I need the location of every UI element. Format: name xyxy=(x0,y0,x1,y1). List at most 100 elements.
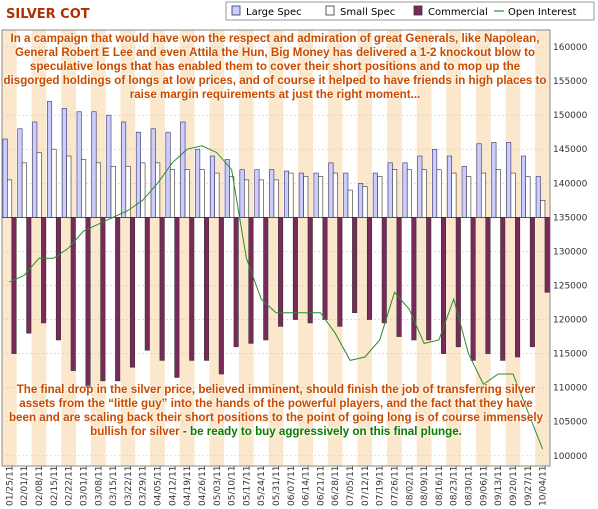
small-spec-bar xyxy=(155,162,161,218)
background-band xyxy=(342,30,358,466)
x-axis-tick-labels: 01/25/11 02/01/11 02/08/11 02/15/11 02/22/11… xyxy=(5,466,548,506)
annotation-bottom-highlight: - be ready to buy aggressively on this f… xyxy=(179,425,462,438)
bar-marks xyxy=(2,101,550,388)
large-spec-bar xyxy=(76,111,82,218)
x-tick-label: 08/30/11 xyxy=(465,466,475,506)
large-spec-bar xyxy=(269,169,275,218)
background-band xyxy=(535,30,550,466)
large-spec-bar xyxy=(180,121,186,218)
commercial-bar xyxy=(233,217,239,348)
y-tick-label: 120000 xyxy=(553,316,588,326)
x-tick-label: 01/25/11 xyxy=(5,466,15,506)
small-spec-bar xyxy=(540,200,546,218)
small-spec-bar xyxy=(451,172,457,218)
large-spec-bar xyxy=(2,138,8,218)
small-spec-bar xyxy=(244,179,250,218)
commercial-bar xyxy=(396,217,402,337)
x-tick-label: 03/15/11 xyxy=(109,466,119,506)
y-tick-label: 150000 xyxy=(553,111,588,121)
x-tick-label: 09/27/11 xyxy=(524,466,534,506)
commercial-bar xyxy=(529,217,535,348)
small-spec-bar xyxy=(81,159,87,218)
legend-label: Commercial xyxy=(428,7,488,18)
small-spec-bar xyxy=(303,176,309,218)
commercial-bar xyxy=(515,217,521,358)
large-spec-bar xyxy=(328,162,334,218)
small-spec-bar xyxy=(525,176,531,218)
large-spec-bar xyxy=(254,169,260,218)
small-spec-bar xyxy=(318,176,324,218)
large-spec-bar xyxy=(491,142,497,218)
commercial-bar xyxy=(189,217,195,361)
small-spec-bar xyxy=(406,169,412,218)
large-spec-bar xyxy=(358,182,364,218)
x-tick-label: 09/06/11 xyxy=(479,466,489,506)
small-spec-bar xyxy=(421,169,427,218)
large-spec-bar xyxy=(313,172,319,218)
large-spec-bar xyxy=(239,169,245,218)
y-tick-label: 100000 xyxy=(553,452,588,462)
commercial-bar xyxy=(352,217,358,314)
small-spec-bar xyxy=(377,176,383,218)
commercial-bar xyxy=(85,217,91,388)
small-spec-bar xyxy=(66,155,72,218)
large-spec-bar xyxy=(32,121,38,218)
background-band xyxy=(401,30,417,466)
commercial-bar xyxy=(218,217,224,375)
x-tick-label: 02/08/11 xyxy=(35,466,45,506)
legend-swatch xyxy=(413,5,423,16)
x-tick-label: 04/26/11 xyxy=(198,466,208,506)
commercial-bar xyxy=(55,217,61,341)
plot-frame xyxy=(1,29,551,467)
large-spec-bar xyxy=(165,131,171,218)
x-tick-label: 05/17/11 xyxy=(242,466,252,506)
y-tick-label: 125000 xyxy=(553,281,588,291)
commercial-bar xyxy=(470,217,476,361)
small-spec-bar xyxy=(214,172,220,218)
small-spec-bar xyxy=(362,186,368,218)
commercial-bar xyxy=(11,217,17,354)
x-tick-label: 06/07/11 xyxy=(287,466,297,506)
y-tick-label: 115000 xyxy=(553,350,588,360)
x-tick-label: 05/10/11 xyxy=(228,466,238,506)
commercial-bar xyxy=(411,217,417,341)
x-tick-label: 06/28/11 xyxy=(331,466,341,506)
legend-label: Open Interest xyxy=(508,7,577,18)
commercial-bar xyxy=(115,217,121,382)
large-spec-bar xyxy=(432,148,438,218)
y-tick-label: 105000 xyxy=(553,418,588,428)
commercial-bar xyxy=(204,217,210,361)
commercial-bar xyxy=(100,217,106,382)
commercial-bar xyxy=(337,217,343,327)
y-tick-label: 110000 xyxy=(553,384,588,394)
large-spec-bar xyxy=(417,155,423,218)
small-spec-bar xyxy=(288,172,294,218)
large-spec-bar xyxy=(343,172,349,218)
background-band xyxy=(446,30,462,466)
large-spec-bar xyxy=(520,155,527,218)
large-spec-bar xyxy=(535,176,541,218)
y-tick-label: 140000 xyxy=(553,179,588,189)
large-spec-bar xyxy=(283,170,290,218)
x-tick-label: 04/19/11 xyxy=(183,466,193,506)
large-spec-bar xyxy=(506,142,512,218)
y-tick-label: 130000 xyxy=(553,247,588,257)
commercial-bar xyxy=(26,217,32,334)
commercial-bar xyxy=(455,217,461,348)
legend-label: Small Spec xyxy=(340,7,395,18)
background-band xyxy=(283,30,299,466)
background-band xyxy=(268,30,284,466)
background-band xyxy=(238,30,254,466)
legend-swatch xyxy=(325,5,335,16)
legend: Large Spec Small Spec Commercial Open Inter… xyxy=(225,1,595,21)
background-band xyxy=(372,30,388,466)
legend-box xyxy=(225,1,595,21)
x-tick-label: 02/01/11 xyxy=(20,466,30,506)
large-spec-bar xyxy=(17,128,23,218)
commercial-bar xyxy=(144,217,150,351)
large-spec-bar xyxy=(150,128,156,218)
chart-title: SILVER COT xyxy=(6,7,90,22)
x-tick-label: 03/29/11 xyxy=(139,466,149,506)
x-tick-label: 08/02/11 xyxy=(405,466,415,506)
